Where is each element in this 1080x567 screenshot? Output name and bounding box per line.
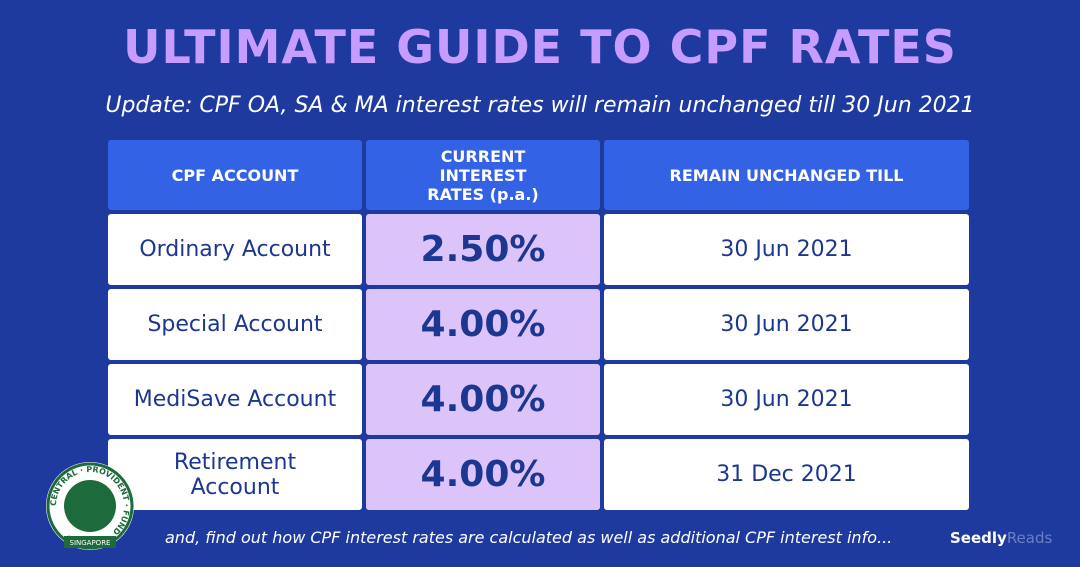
brand: SeedlyReads [950, 529, 1052, 547]
title: ULTIMATE GUIDE TO CPF RATES [123, 20, 957, 74]
logo-center [64, 480, 116, 532]
rate-cell: 4.00% [366, 364, 600, 435]
brand-suffix: Reads [1006, 529, 1053, 547]
account-cell: Special Account [108, 289, 362, 360]
account-cell: Ordinary Account [108, 214, 362, 285]
account-cell: Retirement Account [108, 439, 362, 510]
rate-cell: 2.50% [366, 214, 600, 285]
column-header: REMAIN UNCHANGED TILL [604, 140, 969, 210]
date-cell: 31 Dec 2021 [604, 439, 969, 510]
logo-banner [64, 536, 116, 548]
rates-table: CPF ACCOUNT CURRENT INTEREST RATES (p.a.… [108, 140, 969, 510]
footer-note: and, find out how CPF interest rates are… [165, 528, 893, 547]
logo-bottom-text: SINGAPORE [70, 539, 111, 547]
brand-name: Seedly [950, 529, 1007, 547]
date-cell: 30 Jun 2021 [604, 214, 969, 285]
rate-cell: 4.00% [366, 439, 600, 510]
date-cell: 30 Jun 2021 [604, 364, 969, 435]
account-cell: MediSave Account [108, 364, 362, 435]
column-header: CURRENT INTEREST RATES (p.a.) [366, 140, 600, 210]
column-header: CPF ACCOUNT [108, 140, 362, 210]
subtitle: Update: CPF OA, SA & MA interest rates w… [105, 93, 975, 118]
rate-cell: 4.00% [366, 289, 600, 360]
date-cell: 30 Jun 2021 [604, 289, 969, 360]
cpf-logo: CENTRAL · PROVIDENT · FUND · BOARD · SIN… [46, 462, 134, 550]
